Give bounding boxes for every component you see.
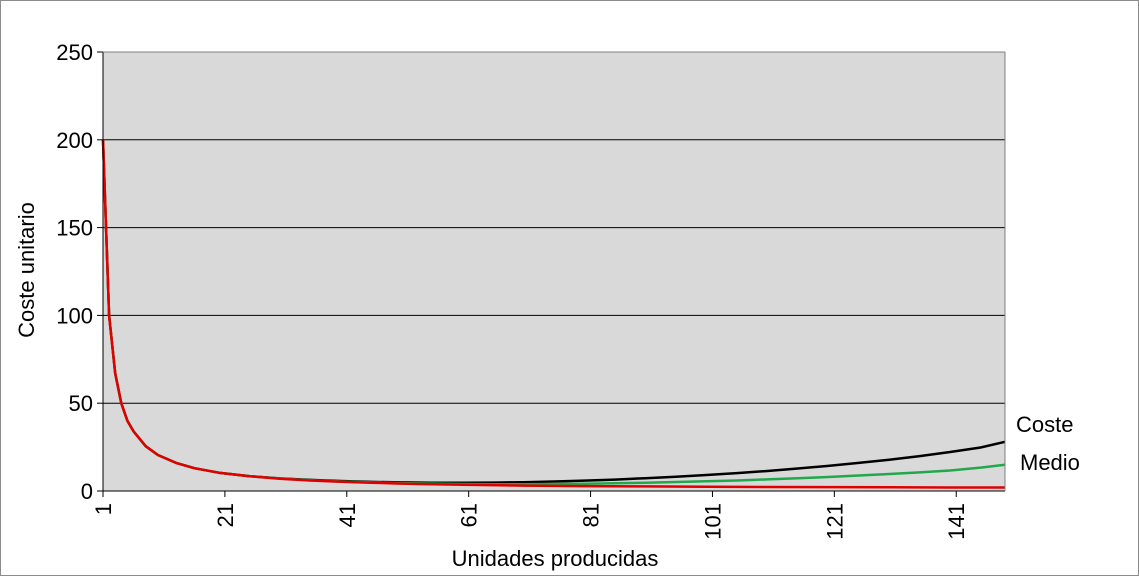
y-tick-label-200: 200	[56, 128, 93, 153]
y-tick-labels: 0 50 100 150 200 250	[56, 40, 93, 504]
x-tick-label-81: 81	[579, 503, 604, 527]
y-tick-label-0: 0	[81, 479, 93, 504]
y-tick-label-50: 50	[69, 391, 93, 416]
axes	[97, 51, 1006, 497]
y-tick-label-100: 100	[56, 303, 93, 328]
x-tick-label-41: 41	[335, 503, 360, 527]
x-tick-label-101: 101	[700, 503, 725, 540]
y-tick-label-150: 150	[56, 216, 93, 241]
x-tick-label-61: 61	[457, 503, 482, 527]
y-tick-label-250: 250	[56, 40, 93, 65]
x-tick-label-21: 21	[213, 503, 238, 527]
x-tick-label-141: 141	[944, 503, 969, 540]
annotation-coste: Coste	[1016, 412, 1073, 437]
x-axis-title: Unidades producidas	[452, 546, 659, 571]
x-tick-label-1: 1	[91, 503, 116, 515]
series-line-3	[101, 139, 1005, 489]
annotation-medio: Medio	[1020, 450, 1080, 475]
x-tick-labels: 1 21 41 61 81 101 121 141	[91, 503, 969, 540]
series-lines	[101, 139, 1006, 489]
plot-area	[103, 52, 1005, 491]
y-axis-title: Coste unitario	[14, 202, 39, 338]
x-tick-label-121: 121	[822, 503, 847, 540]
